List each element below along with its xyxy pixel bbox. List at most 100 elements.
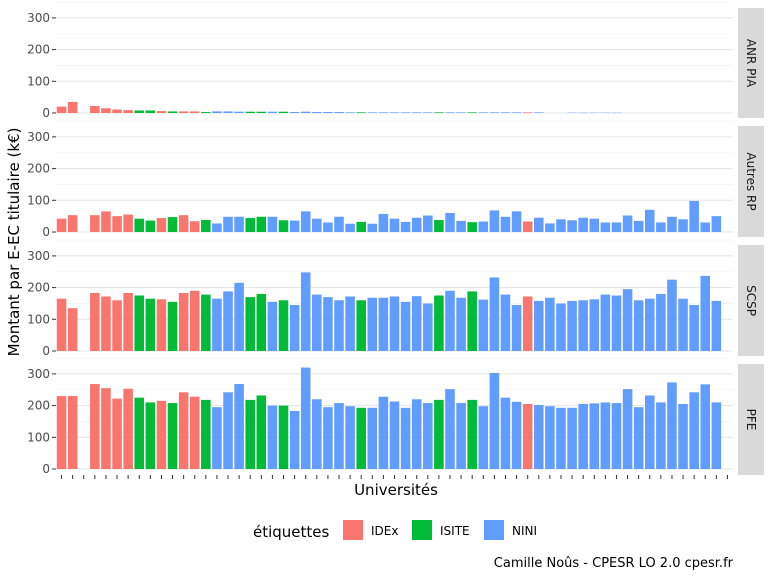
bar xyxy=(145,220,156,232)
bar xyxy=(245,111,255,113)
bar xyxy=(345,406,355,469)
bar xyxy=(356,300,366,351)
bar xyxy=(667,382,677,469)
bar xyxy=(112,109,122,113)
facet-strip-label: PFE xyxy=(744,409,758,431)
bar xyxy=(378,112,389,113)
bar xyxy=(300,367,311,469)
bar xyxy=(56,396,67,469)
bar xyxy=(522,221,533,232)
bar xyxy=(256,111,267,113)
bar xyxy=(67,308,78,351)
bar xyxy=(600,294,611,351)
facet-strip-label: SCSP xyxy=(744,285,758,316)
bar xyxy=(278,220,289,232)
bar xyxy=(467,222,477,232)
bar xyxy=(644,209,655,232)
bar xyxy=(156,400,167,469)
bar xyxy=(267,216,278,232)
bar xyxy=(511,211,522,232)
bar xyxy=(556,303,566,351)
bar xyxy=(312,218,322,232)
bar xyxy=(134,295,145,351)
bar xyxy=(411,217,422,232)
bar xyxy=(289,410,300,469)
bar xyxy=(312,294,322,351)
bar xyxy=(378,213,389,232)
bar xyxy=(123,110,133,113)
bar xyxy=(201,294,211,351)
bar xyxy=(600,222,611,232)
bar xyxy=(478,221,489,232)
bar xyxy=(378,297,389,351)
bar xyxy=(445,212,455,232)
bar xyxy=(167,217,178,232)
facet-panel: 0 100 200 300 SCSP xyxy=(27,239,764,358)
bar xyxy=(678,298,688,351)
bar xyxy=(600,402,611,469)
bar xyxy=(234,384,244,469)
bar xyxy=(201,219,211,232)
facet-panel: 0 100 200 300 Autres RP xyxy=(27,120,764,239)
facet-strip xyxy=(738,126,764,237)
bar xyxy=(500,294,511,351)
bar xyxy=(622,289,633,351)
facet-strip-label: ANR PIA xyxy=(744,39,758,88)
bar xyxy=(500,397,511,469)
bar xyxy=(633,220,644,232)
bar xyxy=(411,296,422,351)
y-axis-title: Montant par E-EC titulaire (k€) xyxy=(5,128,23,357)
bar xyxy=(223,216,233,232)
y-tick-label: 200 xyxy=(27,281,50,295)
bar xyxy=(134,218,145,232)
y-tick-label: 200 xyxy=(27,399,50,413)
bar xyxy=(545,297,555,351)
bar xyxy=(489,210,500,232)
bar xyxy=(511,305,522,351)
y-tick-label: 0 xyxy=(42,225,50,239)
bar xyxy=(145,110,156,113)
bar xyxy=(567,407,577,469)
bar xyxy=(189,221,200,232)
bar xyxy=(56,298,67,351)
bar xyxy=(456,403,466,469)
bar xyxy=(434,399,444,469)
y-tick-label: 0 xyxy=(42,462,50,476)
bar xyxy=(90,106,100,113)
bar xyxy=(156,111,167,113)
bar xyxy=(534,300,544,351)
legend-label: NINI xyxy=(512,524,537,538)
bar xyxy=(90,384,100,469)
bar xyxy=(467,399,477,469)
bar xyxy=(367,297,378,351)
bar xyxy=(534,217,544,232)
bar xyxy=(212,407,222,469)
bar xyxy=(101,108,111,113)
bar xyxy=(456,297,466,351)
bar xyxy=(711,402,722,469)
y-tick-label: 0 xyxy=(42,344,50,358)
facet-strip xyxy=(738,245,764,356)
bar xyxy=(367,223,378,232)
bar xyxy=(112,216,122,232)
bar xyxy=(178,111,189,113)
bar xyxy=(534,404,544,469)
bar xyxy=(112,398,122,469)
bar xyxy=(711,216,722,232)
bar xyxy=(90,215,100,232)
bar xyxy=(644,395,655,469)
bar xyxy=(245,218,255,232)
bar xyxy=(545,223,555,232)
x-axis-title: Universités xyxy=(354,481,438,499)
bar xyxy=(500,216,511,232)
bar xyxy=(189,396,200,469)
bar xyxy=(267,111,278,113)
bar xyxy=(622,215,633,232)
bar xyxy=(312,399,322,469)
bar xyxy=(389,296,400,351)
bar xyxy=(445,290,455,351)
bar xyxy=(678,219,688,232)
bar xyxy=(201,399,211,469)
bar xyxy=(489,372,500,469)
bar xyxy=(101,211,111,232)
